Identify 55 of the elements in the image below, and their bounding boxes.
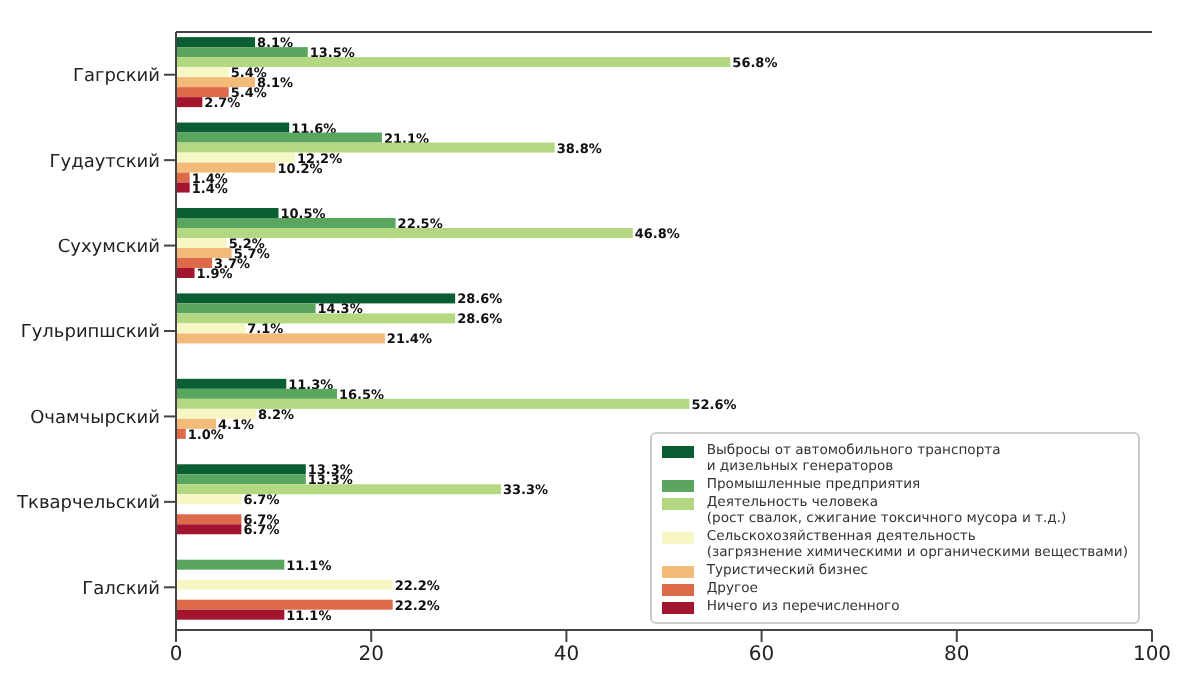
bar [176,599,393,610]
bar [176,398,690,409]
bar [176,418,217,429]
y-tick-label: Сухумский [57,237,161,258]
bar [176,237,227,248]
bar [176,559,285,570]
bar [176,514,242,525]
bar [176,464,306,475]
x-tick-label: 0 [169,644,183,667]
bar [176,152,296,163]
bar [176,428,186,439]
x-tick-label: 40 [553,644,580,667]
bar [176,313,456,324]
bar [176,303,316,314]
bar [176,97,203,108]
bar [176,474,306,485]
bar [176,323,246,334]
bar [176,87,229,98]
x-tick-label: 80 [944,644,970,667]
bar [176,182,190,193]
bar [176,267,195,278]
bar [176,47,308,58]
bar [176,162,276,173]
bar [176,333,385,344]
bar [176,609,285,620]
y-tick-label: Гагрский [72,67,161,88]
bar [176,494,242,505]
y-tick-label: Ткварчельский [15,494,161,515]
y-tick-label: Гульрипшский [20,323,161,344]
bar [176,172,190,183]
bar [176,132,382,143]
bar [176,388,338,399]
bar [176,217,396,228]
x-tick-label: 100 [1132,644,1172,667]
y-tick-label: Галский [82,579,161,600]
bar [176,227,633,238]
bar [176,484,502,495]
bar [176,207,279,218]
bar [176,524,242,535]
bar [176,122,290,133]
bar [176,257,213,268]
bar [176,57,731,68]
bar [176,67,229,78]
bar [176,77,256,88]
y-tick-label: Гудаутский [49,152,161,173]
bar [176,408,257,419]
x-tick-label: 60 [748,644,775,667]
bar [176,579,393,590]
bar [176,142,555,153]
x-tick-label: 20 [358,644,384,667]
bar [176,293,456,304]
y-tick-label: Очамчырский [30,408,161,429]
bar [176,37,256,48]
bar [176,247,232,258]
bar [176,378,287,389]
